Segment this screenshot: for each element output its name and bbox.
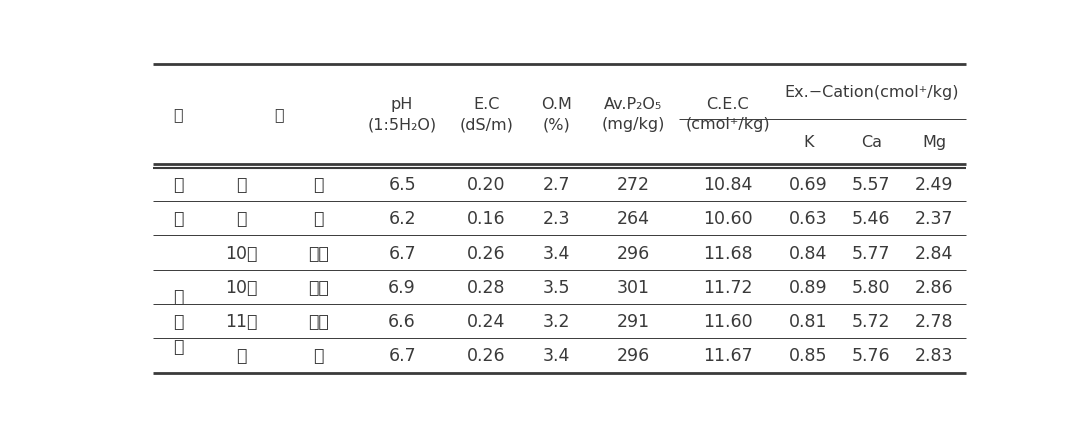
Text: 11.67: 11.67 <box>703 347 752 365</box>
Text: 5.57: 5.57 <box>852 175 891 194</box>
Text: Ca: Ca <box>860 134 882 149</box>
Text: 무: 무 <box>173 210 183 228</box>
Text: Mg: Mg <box>923 134 947 149</box>
Text: 6.2: 6.2 <box>389 210 416 228</box>
Text: 처: 처 <box>174 107 182 122</box>
Text: 10.84: 10.84 <box>703 175 752 194</box>
Text: 5.76: 5.76 <box>852 347 891 365</box>
Text: 비: 비 <box>236 210 246 228</box>
Text: 0.85: 0.85 <box>790 347 828 365</box>
Text: 2.7: 2.7 <box>543 175 570 194</box>
Text: 하순: 하순 <box>308 278 329 296</box>
Text: 균: 균 <box>312 347 323 365</box>
Text: 2.83: 2.83 <box>915 347 953 365</box>
Text: 272: 272 <box>617 175 650 194</box>
Text: Ex.−Cation(cmol⁺/kg): Ex.−Cation(cmol⁺/kg) <box>784 85 959 100</box>
Text: 5.77: 5.77 <box>852 244 891 262</box>
Text: K: K <box>803 134 814 149</box>
Text: 10월: 10월 <box>225 244 257 262</box>
Text: 11.68: 11.68 <box>703 244 752 262</box>
Text: 2.86: 2.86 <box>915 278 953 296</box>
Text: 296: 296 <box>617 244 650 262</box>
Text: 상순: 상순 <box>308 313 329 330</box>
Text: 0.20: 0.20 <box>467 175 506 194</box>
Text: 296: 296 <box>617 347 650 365</box>
Text: 2.49: 2.49 <box>915 175 953 194</box>
Text: 291: 291 <box>617 313 650 330</box>
Text: 6.6: 6.6 <box>388 313 416 330</box>
Text: 0.26: 0.26 <box>466 244 506 262</box>
Text: 시
험
후: 시 험 후 <box>173 288 183 355</box>
Text: 0.28: 0.28 <box>467 278 506 296</box>
Text: 험: 험 <box>236 175 246 194</box>
Text: 264: 264 <box>617 210 650 228</box>
Text: pH
(1:5H₂O): pH (1:5H₂O) <box>368 97 437 132</box>
Text: 5.72: 5.72 <box>852 313 891 330</box>
Text: Av.P₂O₅
(mg/kg): Av.P₂O₅ (mg/kg) <box>602 97 665 132</box>
Text: 3.2: 3.2 <box>543 313 570 330</box>
Text: 301: 301 <box>617 278 650 296</box>
Text: 구: 구 <box>312 210 323 228</box>
Text: 2.3: 2.3 <box>543 210 570 228</box>
Text: 리: 리 <box>275 107 284 122</box>
Text: 시: 시 <box>173 175 183 194</box>
Text: C.E.C
(cmol⁺/kg): C.E.C (cmol⁺/kg) <box>686 97 770 132</box>
Text: O.M
(%): O.M (%) <box>541 97 571 132</box>
Text: 0.24: 0.24 <box>467 313 506 330</box>
Text: 2.78: 2.78 <box>915 313 953 330</box>
Text: 전: 전 <box>312 175 323 194</box>
Text: 0.63: 0.63 <box>790 210 828 228</box>
Text: 중순: 중순 <box>308 244 329 262</box>
Text: 0.89: 0.89 <box>790 278 828 296</box>
Text: 3.4: 3.4 <box>543 244 570 262</box>
Text: 10.60: 10.60 <box>703 210 752 228</box>
Text: 6.7: 6.7 <box>389 244 416 262</box>
Text: 6.9: 6.9 <box>388 278 416 296</box>
Text: E.C
(dS/m): E.C (dS/m) <box>459 97 513 132</box>
Text: 10월: 10월 <box>225 278 257 296</box>
Text: 5.80: 5.80 <box>852 278 891 296</box>
Text: 2.84: 2.84 <box>915 244 953 262</box>
Text: 5.46: 5.46 <box>852 210 891 228</box>
Text: 11.72: 11.72 <box>703 278 752 296</box>
Text: 3.5: 3.5 <box>543 278 570 296</box>
Text: 평: 평 <box>236 347 246 365</box>
Text: 0.81: 0.81 <box>790 313 828 330</box>
Text: 0.69: 0.69 <box>788 175 828 194</box>
Text: 0.26: 0.26 <box>466 347 506 365</box>
Text: 0.84: 0.84 <box>790 244 828 262</box>
Text: 6.7: 6.7 <box>389 347 416 365</box>
Text: 0.16: 0.16 <box>466 210 506 228</box>
Text: 6.5: 6.5 <box>389 175 416 194</box>
Text: 3.4: 3.4 <box>543 347 570 365</box>
Text: 2.37: 2.37 <box>915 210 953 228</box>
Text: 11월: 11월 <box>225 313 257 330</box>
Text: 11.60: 11.60 <box>703 313 752 330</box>
